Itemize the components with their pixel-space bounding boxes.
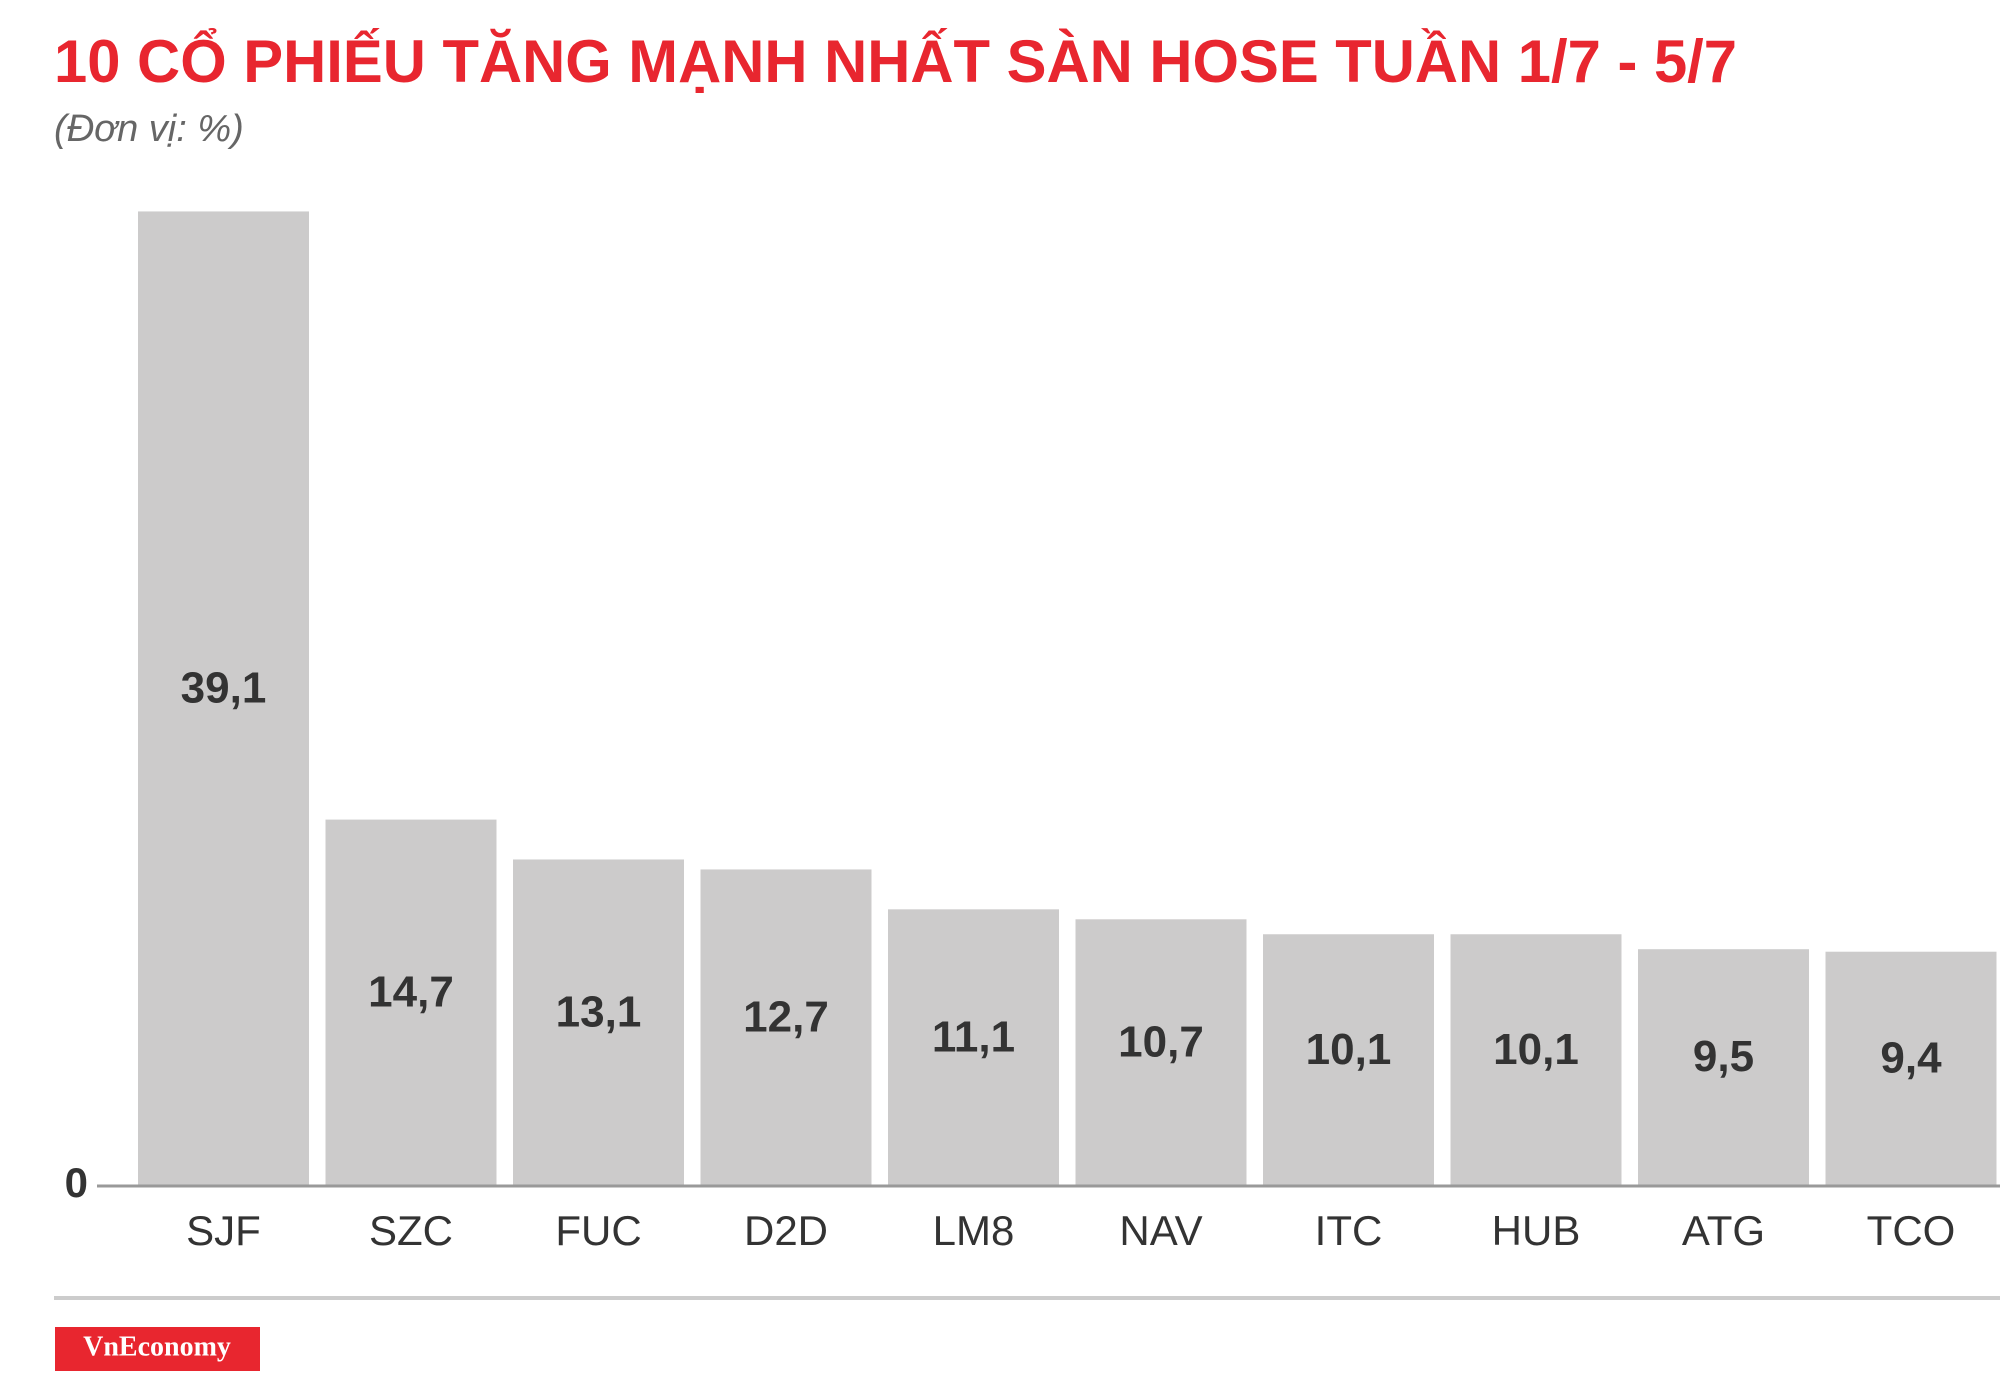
x-tick-label: HUB xyxy=(1492,1207,1581,1254)
x-tick-label: NAV xyxy=(1119,1207,1202,1254)
x-tick-label: ATG xyxy=(1682,1207,1765,1254)
x-tick-label: LM8 xyxy=(933,1207,1015,1254)
bar xyxy=(1638,949,1809,1186)
x-tick-label: D2D xyxy=(744,1207,828,1254)
data-label: 13,1 xyxy=(556,987,642,1036)
x-tick-label: TCO xyxy=(1867,1207,1956,1254)
chart-title: 10 CỔ PHIẾU TĂNG MẠNH NHẤT SÀN HOSE TUẦN… xyxy=(54,28,1737,95)
bar xyxy=(888,909,1059,1186)
x-tick-label: FUC xyxy=(555,1207,641,1254)
data-label: 11,1 xyxy=(932,1012,1015,1061)
bar xyxy=(1075,919,1247,1186)
chart-subtitle: (Đơn vị: %) xyxy=(54,108,244,150)
data-label: 10,1 xyxy=(1493,1025,1579,1074)
data-label: 10,1 xyxy=(1306,1025,1392,1074)
logo-box xyxy=(55,1327,260,1371)
data-label: 14,7 xyxy=(368,967,454,1016)
data-label: 10,7 xyxy=(1118,1017,1204,1066)
bar xyxy=(513,859,684,1186)
y-tick-label: 0 xyxy=(65,1159,88,1206)
data-label: 9,4 xyxy=(1880,1033,1942,1082)
bar xyxy=(1450,934,1622,1186)
bar xyxy=(325,819,497,1186)
x-tick-label: ITC xyxy=(1315,1207,1383,1254)
data-label: 39,1 xyxy=(181,663,267,712)
data-label: 12,7 xyxy=(743,992,829,1041)
logo-text: VnEconomy xyxy=(83,1331,231,1362)
bar xyxy=(138,211,309,1186)
x-tick-label: SJF xyxy=(186,1207,261,1254)
data-label: 9,5 xyxy=(1693,1032,1754,1081)
bar xyxy=(1825,951,1997,1186)
bar xyxy=(700,869,872,1186)
x-tick-label: SZC xyxy=(369,1207,453,1254)
bar xyxy=(1263,934,1434,1186)
